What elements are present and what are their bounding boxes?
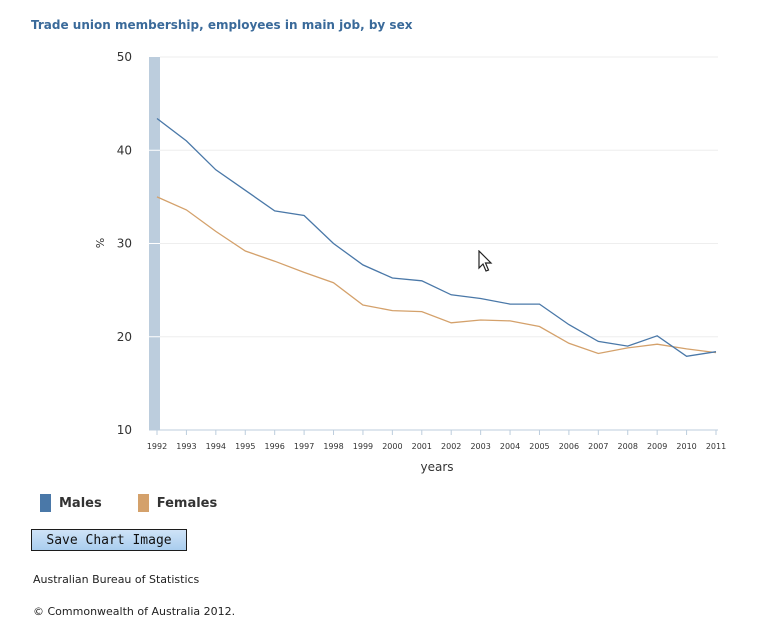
series-line-females	[156, 196, 717, 355]
x-tick-label: 1994	[206, 442, 226, 451]
legend-item-males: Males	[40, 494, 102, 512]
legend-swatch-females	[137, 494, 149, 512]
chart-legend: Males Females	[40, 494, 253, 512]
x-tick-label: 2000	[382, 442, 402, 451]
x-tick-label: 2010	[676, 442, 696, 451]
legend-item-females: Females	[137, 494, 218, 512]
x-tick-label: 2011	[706, 442, 726, 451]
y-tick-label: 30	[117, 237, 132, 251]
y-tick-label: 50	[117, 50, 132, 64]
legend-swatch-males	[40, 494, 51, 512]
y-tick-label: 10	[117, 423, 132, 437]
x-tick-label: 2007	[588, 442, 608, 451]
series-line-males	[156, 117, 717, 357]
x-tick-label: 2008	[618, 442, 638, 451]
y-axis-title: %	[94, 238, 107, 248]
x-tick-label: 1993	[176, 442, 196, 451]
x-tick-label: 2002	[441, 442, 461, 451]
x-axis-title: years	[420, 460, 453, 474]
x-tick-label: 2006	[559, 442, 579, 451]
x-tick-label: 2004	[500, 442, 520, 451]
save-chart-image-button[interactable]: Save Chart Image	[31, 529, 187, 551]
mouse-pointer-icon	[478, 250, 493, 272]
x-tick-label: 1998	[323, 442, 343, 451]
legend-label-females: Females	[156, 495, 218, 511]
x-tick-label: 2003	[470, 442, 490, 451]
x-tick-label: 1992	[147, 442, 167, 451]
x-tick-label: 1997	[294, 442, 314, 451]
chart-title: Trade union membership, employees in mai…	[31, 18, 413, 32]
line-chart: 10 20 30 40 50 1992 1993 1994 1995 1996 1997 1998 19…	[94, 50, 726, 474]
x-tick-label: 1996	[265, 442, 285, 451]
x-tick-label: 1999	[353, 442, 373, 451]
legend-label-males: Males	[59, 495, 102, 511]
x-tick-label: 1995	[235, 442, 255, 451]
y-tick-label: 20	[117, 330, 132, 344]
x-tick-label: 2001	[412, 442, 432, 451]
x-tick-label: 2009	[647, 442, 667, 451]
footer-copyright: © Commonwealth of Australia 2012.	[33, 605, 236, 618]
x-tick-label: 2005	[529, 442, 549, 451]
y-tick-label: 40	[117, 143, 132, 157]
footer-organisation: Australian Bureau of Statistics	[33, 573, 200, 586]
